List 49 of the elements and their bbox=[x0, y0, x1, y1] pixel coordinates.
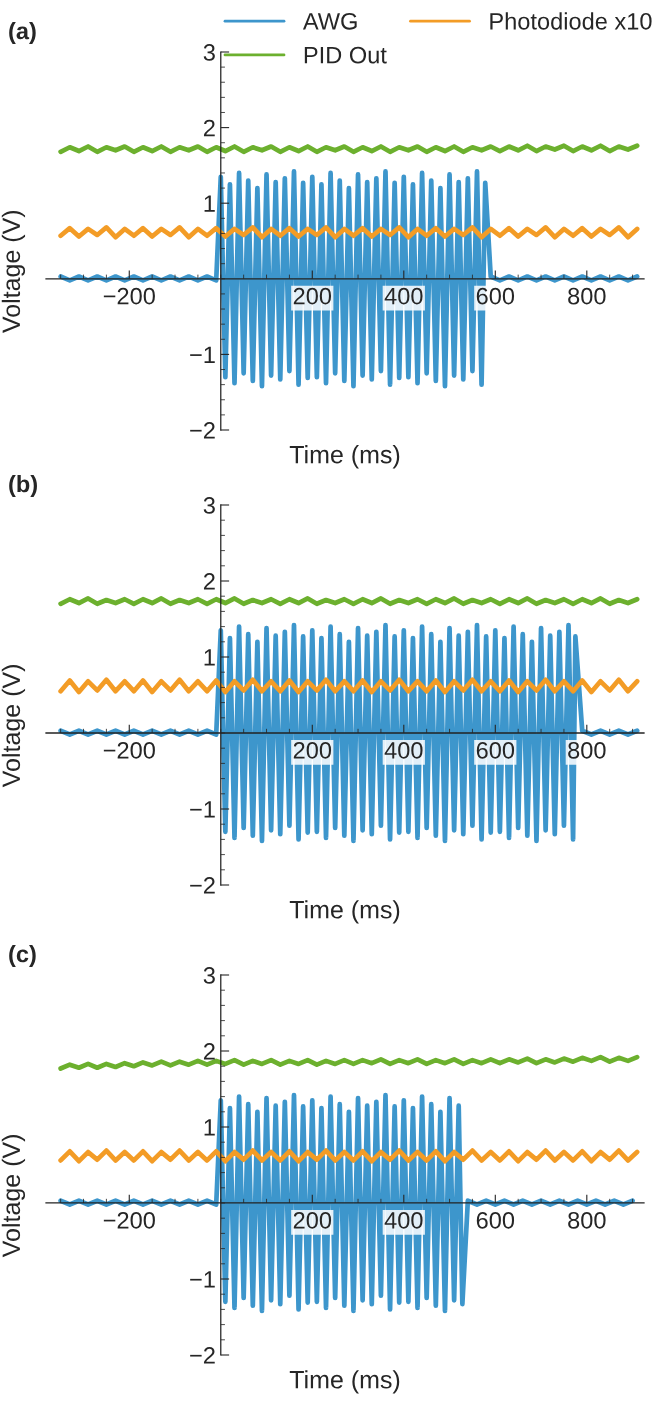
y-axis-title: Voltage (V) bbox=[1, 665, 26, 788]
x-tick-label: −200 bbox=[103, 1211, 155, 1229]
y-tick-label: 2 bbox=[203, 573, 215, 590]
line-series bbox=[58, 143, 640, 155]
y-tick-label: −2 bbox=[190, 1347, 215, 1364]
y-axis-title: Voltage (V) bbox=[1, 210, 26, 333]
y-tick-label: 1 bbox=[204, 1119, 215, 1136]
y-tick-label: −1 bbox=[190, 346, 215, 363]
y-tick-label: 3 bbox=[203, 967, 215, 984]
x-tick-label: 800 bbox=[568, 287, 606, 305]
chart-title: (b) bbox=[9, 475, 37, 498]
y-tick-label: 1 bbox=[204, 649, 215, 666]
x-tick-label: −200 bbox=[103, 741, 155, 759]
x-axis-title: Time (ms) bbox=[289, 445, 400, 469]
line-series bbox=[58, 677, 640, 695]
x-tick-label: 800 bbox=[568, 741, 606, 759]
line-series bbox=[58, 1092, 635, 1314]
line-series bbox=[58, 622, 640, 844]
x-tick-label: 200 bbox=[293, 287, 332, 305]
y-axis-title: Voltage (V) bbox=[1, 1135, 26, 1258]
legend-label: AWG bbox=[302, 12, 357, 30]
line-series bbox=[58, 225, 640, 240]
x-tick-label: 400 bbox=[384, 741, 423, 759]
y-tick-label: 2 bbox=[203, 1043, 215, 1060]
y-tick-label: 2 bbox=[203, 119, 215, 137]
x-tick-label: 600 bbox=[476, 1211, 515, 1229]
x-tick-label: −200 bbox=[103, 287, 155, 305]
y-tick-label: 1 bbox=[204, 195, 215, 212]
y-tick-label: 3 bbox=[203, 44, 215, 61]
legend-label: PID Out bbox=[304, 46, 387, 64]
line-series bbox=[58, 1148, 640, 1164]
y-tick-label: −1 bbox=[190, 1271, 215, 1288]
x-axis-title: Time (ms) bbox=[289, 1370, 400, 1394]
y-tick-label: −2 bbox=[190, 877, 215, 894]
x-tick-label: 600 bbox=[476, 741, 515, 759]
line-series bbox=[58, 169, 640, 389]
x-tick-label: 400 bbox=[384, 1211, 423, 1229]
chart-title: (c) bbox=[9, 945, 36, 968]
x-tick-label: 600 bbox=[476, 287, 515, 305]
x-tick-label: 200 bbox=[293, 741, 332, 759]
x-tick-label: 200 bbox=[293, 1211, 332, 1229]
y-tick-label: 3 bbox=[203, 497, 215, 514]
x-tick-label: 400 bbox=[384, 287, 423, 305]
chart-title: (a) bbox=[9, 22, 36, 45]
legend-label: Photodiode x10 bbox=[490, 12, 652, 30]
y-tick-label: −2 bbox=[190, 422, 215, 439]
y-tick-label: −1 bbox=[190, 801, 215, 818]
x-tick-label: 800 bbox=[568, 1211, 606, 1229]
x-axis-title: Time (ms) bbox=[289, 900, 400, 924]
